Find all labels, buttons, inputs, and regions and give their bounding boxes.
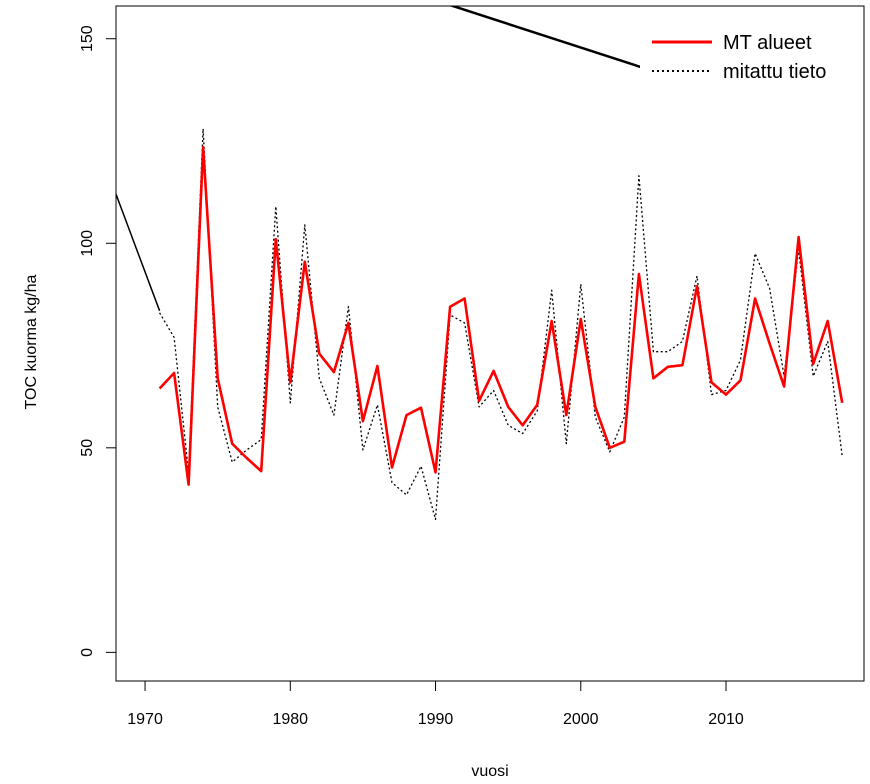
legend: MT alueet mitattu tieto <box>640 22 860 90</box>
x-tick-label-1970: 1970 <box>127 711 163 728</box>
x-tick-label-1990: 1990 <box>418 711 454 728</box>
legend-label-mt-alueet: MT alueet <box>723 32 812 54</box>
legend-background <box>640 22 860 90</box>
y-tick-label-0: 0 <box>79 648 96 657</box>
x-tick-label-2010: 2010 <box>708 711 744 728</box>
y-axis: 0 50 100 150 <box>79 25 117 657</box>
x-tick-label-2000: 2000 <box>563 711 599 728</box>
plot-frame <box>115 5 865 682</box>
x-axis: 1970 1980 1990 2000 2010 <box>127 680 744 728</box>
plot-area <box>116 6 844 521</box>
overlay-line-1 <box>116 193 161 312</box>
legend-label-mitattu-tieto: mitattu tieto <box>723 61 826 83</box>
overlay-line-2 <box>448 6 662 75</box>
series-line-mt-alueet <box>158 145 844 486</box>
x-tick-label-1980: 1980 <box>272 711 308 728</box>
y-tick-label-150: 150 <box>79 25 96 52</box>
y-tick-label-50: 50 <box>79 439 96 457</box>
y-tick-label-100: 100 <box>79 230 96 257</box>
x-axis-title: vuosi <box>471 763 508 780</box>
series-line-mitattu-tieto <box>159 128 843 521</box>
y-axis-title: TOC kuorma kg/ha <box>23 274 40 409</box>
